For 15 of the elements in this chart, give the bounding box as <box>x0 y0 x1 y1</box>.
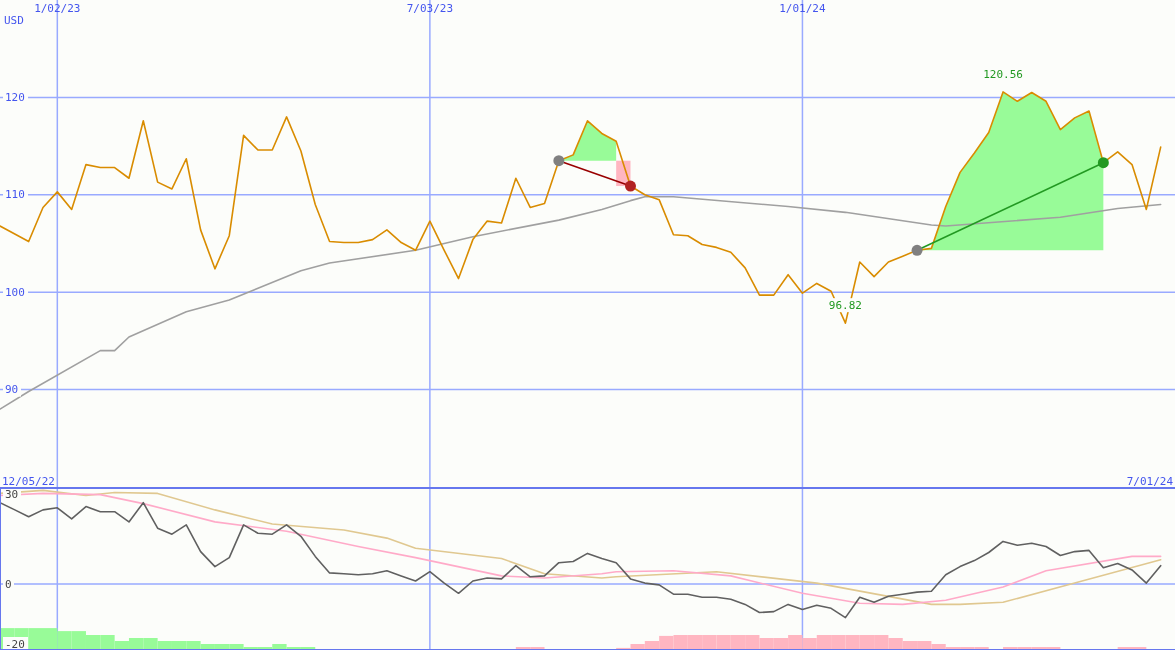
y-tick-label: 90 <box>5 383 19 397</box>
y-tick-label: 100 <box>5 285 25 299</box>
x-tick-label: 1/02/23 <box>34 2 81 15</box>
annotation: 120.56 <box>983 67 1023 81</box>
x-tick-label: 1/01/24 <box>779 2 826 15</box>
y-tick-label: 0 <box>5 577 12 591</box>
x-tick-label: 7/03/23 <box>406 2 454 15</box>
annotation: 7/01/24 <box>1126 475 1174 488</box>
y-tick-label: 110 <box>5 188 25 202</box>
y-tick-label: 30 <box>5 487 19 501</box>
y-axis-title: USD <box>4 14 24 27</box>
y-tick-label: -20 <box>5 637 25 650</box>
annotation: 12/05/22 <box>2 475 55 488</box>
annotation: 96.82 <box>828 299 862 313</box>
y-tick-label: 120 <box>5 90 25 104</box>
